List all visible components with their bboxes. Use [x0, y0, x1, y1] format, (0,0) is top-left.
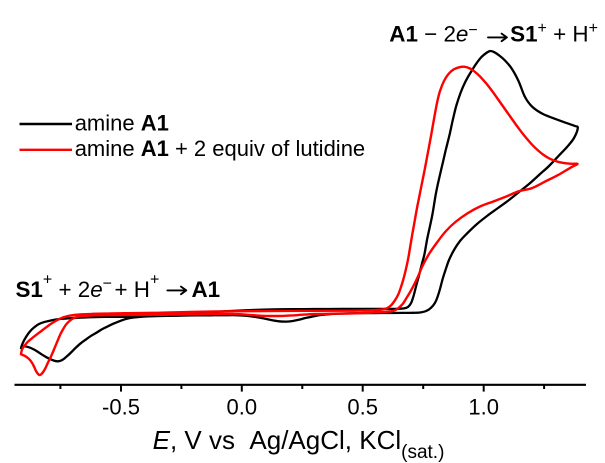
svg-text:amine A1 + 2 equiv of lutidine: amine A1 + 2 equiv of lutidine — [75, 136, 365, 161]
svg-text:S1+ + 2e−+ H+ A1: S1+ + 2e− + H+ A1 — [16, 271, 221, 301]
svg-text:-0.5: -0.5 — [102, 395, 140, 420]
svg-text:0.0: 0.0 — [227, 395, 258, 420]
svg-text:amine A1: amine A1 — [75, 110, 169, 135]
svg-text:0.5: 0.5 — [347, 395, 378, 420]
svg-text:1.0: 1.0 — [468, 395, 499, 420]
